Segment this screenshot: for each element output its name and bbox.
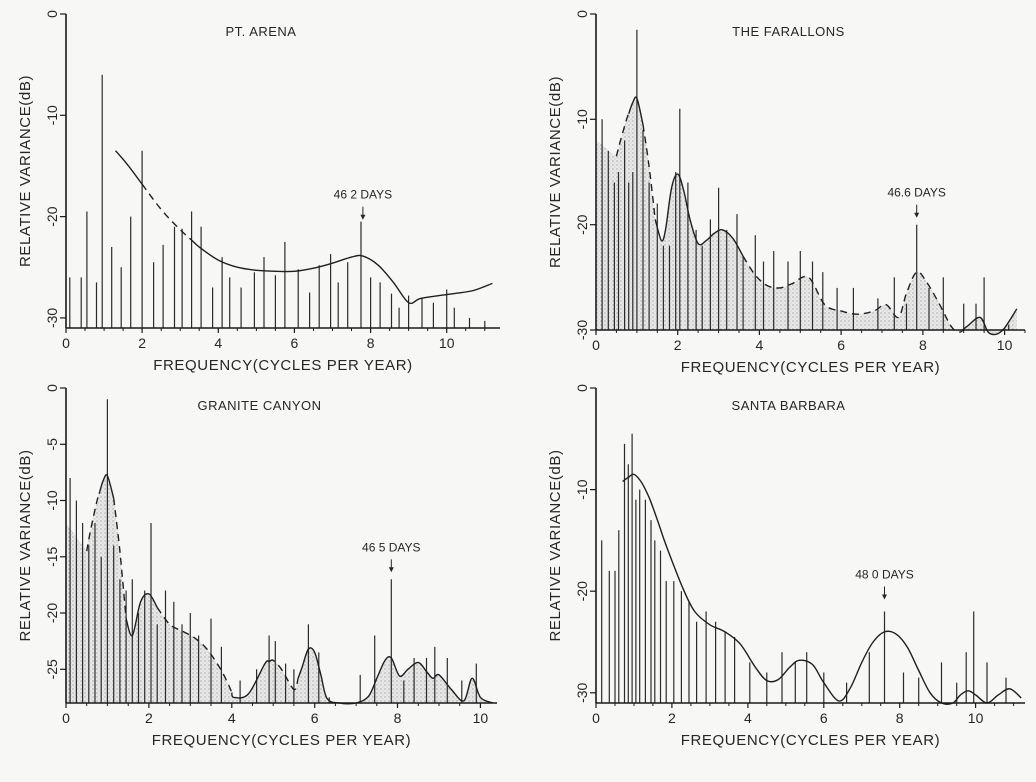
x-tick-label: 4 (228, 710, 236, 726)
smoothed-spectrum (114, 150, 143, 185)
smoothed-spectrum (628, 96, 644, 125)
x-axis-label: FREQUENCY(CYCLES PER YEAR) (152, 732, 412, 749)
y-axis-label: RELATIVE VARIANCE(dB) (17, 449, 34, 641)
x-tick-label: 4 (744, 710, 752, 726)
stippled-area (596, 96, 1017, 335)
panel-title: PT. ARENA (226, 24, 297, 39)
panel-title: GRANITE CANYON (197, 398, 321, 413)
y-tick-label: -30 (574, 682, 590, 702)
x-tick-label: 2 (145, 710, 153, 726)
y-axis-label: RELATIVE VARIANCE(dB) (17, 75, 34, 267)
y-tick-label: -10 (574, 479, 590, 499)
x-tick-label: 2 (674, 337, 682, 353)
smoothed-spectrum (622, 473, 1022, 705)
x-axis-label: FREQUENCY(CYCLES PER YEAR) (681, 732, 941, 749)
peak-annotation: 46 5 DAYS (362, 540, 420, 554)
smoothed-spectrum (963, 308, 1018, 336)
y-tick-label: -20 (44, 206, 60, 226)
smoothed-spectrum (231, 660, 270, 699)
stippled-area (66, 474, 493, 704)
smoothed-spectrum (98, 474, 115, 499)
x-tick-label: 8 (367, 335, 375, 351)
annotation-arrowhead (882, 594, 887, 600)
y-axis-label: RELATIVE VARIANCE(dB) (547, 76, 564, 268)
smoothed-spectrum (654, 173, 744, 257)
y-tick-label: 0 (44, 384, 60, 392)
y-tick-label: -10 (44, 105, 60, 125)
panel-title: THE FARALLONS (732, 24, 845, 39)
x-tick-label: 10 (968, 710, 984, 726)
smoothed-spectrum (191, 239, 493, 305)
x-tick-label: 10 (439, 335, 455, 351)
x-axis-label: FREQUENCY(CYCLES PER YEAR) (681, 359, 941, 376)
y-tick-label: -20 (44, 603, 60, 623)
y-tick-label: 0 (574, 384, 590, 392)
y-tick-label: -15 (44, 546, 60, 566)
x-tick-label: 2 (668, 710, 676, 726)
panel-the-farallons: 0 2 4 6 8 10 0 -10 -20 -30 THE FARALLONS FREQUENCY(… (547, 10, 1026, 376)
y-tick-label: 0 (44, 10, 60, 18)
x-tick-label: 6 (311, 710, 319, 726)
y-axis-label: RELATIVE VARIANCE(dB) (547, 449, 564, 641)
smoothed-spectrum-dashed (742, 255, 965, 333)
y-tick-label: -20 (574, 214, 590, 234)
x-tick-label: 0 (62, 335, 70, 351)
x-tick-label: 8 (394, 710, 402, 726)
y-tick-label: 0 (574, 10, 590, 18)
x-tick-label: 10 (997, 337, 1013, 353)
y-tick-label: -5 (44, 438, 60, 451)
y-tick-label: -10 (574, 109, 590, 129)
x-tick-label: 2 (138, 335, 146, 351)
smoothed-spectrum-dashed (113, 498, 127, 619)
x-tick-label: 10 (473, 710, 489, 726)
annotation-arrowhead (388, 567, 394, 573)
x-tick-label: 4 (756, 337, 764, 353)
x-tick-label: 8 (919, 337, 927, 353)
panel-pt-arena: 0 2 4 6 8 10 0 -10 -20 -30 PT. ARENA FREQUENCY(CYCL… (17, 10, 500, 374)
x-axis-label: FREQUENCY(CYCLES PER YEAR) (153, 357, 413, 374)
panel-title: SANTA BARBARA (732, 398, 846, 413)
smoothed-spectrum (297, 647, 494, 705)
y-tick-label: -25 (44, 659, 60, 679)
y-tick-label: -30 (44, 308, 60, 328)
x-tick-label: 4 (214, 335, 222, 351)
peak-annotation: 46 2 DAYS (334, 188, 392, 202)
smoothed-spectrum-dashed (268, 659, 299, 691)
smoothed-spectrum-dashed (642, 124, 656, 220)
smoothed-spectrum-dashed (141, 183, 193, 241)
y-tick-label: -30 (574, 320, 590, 340)
x-tick-label: 6 (820, 710, 828, 726)
x-tick-label: 0 (62, 710, 70, 726)
x-tick-label: 0 (592, 710, 600, 726)
peak-annotation: 48 0 DAYS (855, 568, 913, 582)
x-tick-label: 6 (291, 335, 299, 351)
panel-granite-canyon: 0 2 4 6 8 10 0 -5 -10 -15 -20 -25 GRANITE CANYON FREQ… (17, 384, 497, 749)
x-tick-label: 8 (896, 710, 904, 726)
annotation-arrowhead (914, 212, 920, 218)
peak-annotation: 46.6 DAYS (887, 186, 945, 200)
smoothed-spectrum-dashed (615, 113, 630, 157)
annotation-arrowhead (360, 214, 366, 220)
x-tick-label: 6 (837, 337, 845, 353)
smoothed-spectrum (125, 592, 158, 637)
panel-santa-barbara: 0 2 4 6 8 10 0 -10 -20 -30 SANTA BARBARA FREQUENCY(… (547, 384, 1025, 749)
y-tick-label: -20 (574, 581, 590, 601)
x-tick-label: 0 (592, 337, 600, 353)
y-tick-label: -10 (44, 490, 60, 510)
smoothed-spectrum-dashed (86, 493, 100, 552)
